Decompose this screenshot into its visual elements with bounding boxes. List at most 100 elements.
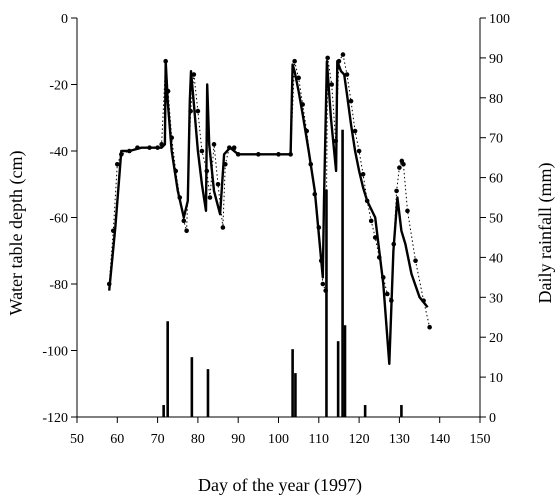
water-table-dotted-line xyxy=(108,53,431,328)
water-table-marker xyxy=(181,218,187,224)
water-table-marker xyxy=(336,58,342,64)
water-table-marker xyxy=(155,145,160,150)
water-table-marker xyxy=(364,198,370,204)
water-table-marker xyxy=(405,208,410,214)
y2-tick-label: 30 xyxy=(489,291,503,306)
water-table-marker xyxy=(427,324,432,330)
rainfall-bar xyxy=(325,189,328,417)
y-tick-label: 0 xyxy=(61,12,68,27)
water-table-marker xyxy=(191,72,197,77)
water-table-marker xyxy=(115,162,120,167)
axes xyxy=(71,17,486,423)
x-tick-label: 70 xyxy=(151,432,165,447)
water-table-marker xyxy=(340,52,346,57)
rainfall-bar xyxy=(294,373,297,417)
water-table-marker xyxy=(312,191,318,197)
x-tick-label: 130 xyxy=(389,432,410,447)
x-tick-label: 110 xyxy=(309,432,329,447)
rainfall-bar xyxy=(343,325,347,417)
y-tick-label: -20 xyxy=(49,79,68,94)
water-table-marker xyxy=(159,142,164,147)
x-tick-label: 150 xyxy=(470,432,491,447)
water-table-marker xyxy=(320,281,326,287)
x-tick-label: 90 xyxy=(231,432,245,447)
y2-tick-label: 90 xyxy=(489,52,503,67)
x-tick-label: 120 xyxy=(349,432,370,447)
y-tick-label: -60 xyxy=(49,212,68,227)
water-table-marker xyxy=(421,298,426,303)
water-table-marker xyxy=(204,168,210,174)
y2-tick-label: 20 xyxy=(489,331,503,346)
rainfall-bar xyxy=(206,369,210,417)
y2-tick-label: 70 xyxy=(489,132,503,147)
water-table-marker xyxy=(348,98,354,104)
water-table-marker xyxy=(300,102,305,107)
water-table-marker xyxy=(127,148,132,154)
water-table-marker xyxy=(227,145,232,150)
x-tick-label: 80 xyxy=(191,432,205,447)
water-table-marker xyxy=(119,152,124,157)
water-table-marker xyxy=(376,255,382,260)
water-table-marker xyxy=(344,72,350,77)
water-table-marker xyxy=(394,188,399,194)
y-tick-label: -80 xyxy=(49,278,68,293)
water-table-lines xyxy=(106,52,432,365)
x-tick-label: 100 xyxy=(268,432,289,447)
water-table-marker xyxy=(207,195,213,200)
y-tick-label: -100 xyxy=(42,345,68,360)
water-table-marker xyxy=(401,162,406,167)
y-tick-label: -120 xyxy=(42,411,68,426)
water-table-marker xyxy=(372,235,378,240)
y2-tick-label: 80 xyxy=(489,92,503,107)
water-table-marker xyxy=(413,258,418,264)
rainfall-bar xyxy=(336,341,340,417)
rainfall-bar xyxy=(341,129,344,417)
water-table-marker xyxy=(389,298,394,303)
water-table-marker xyxy=(292,58,297,64)
water-table-marker xyxy=(199,148,205,154)
water-table-marker xyxy=(169,135,175,140)
water-table-marker xyxy=(256,152,261,157)
y2-axis-title: Daily rainfall (mm) xyxy=(535,163,556,304)
water-table-marker xyxy=(391,241,397,247)
water-table-marker xyxy=(304,128,310,134)
rainfall-bar xyxy=(162,405,165,417)
rainfall-bar xyxy=(291,349,294,417)
water-table-marker xyxy=(184,228,189,234)
water-table-marker xyxy=(380,275,386,280)
rainfall-bar xyxy=(190,357,194,417)
water-table-marker xyxy=(323,288,328,293)
water-table-marker xyxy=(368,218,374,224)
water-table-marker xyxy=(173,168,179,174)
y-tick-label: -40 xyxy=(49,145,68,160)
water-table-marker xyxy=(147,145,152,150)
water-table-marker xyxy=(106,281,112,287)
tick-labels: 50 60 70 80 90 100 110 120 130 140 150-120-100-80-… xyxy=(42,12,510,447)
y2-tick-label: 10 xyxy=(489,371,503,386)
water-table-marker xyxy=(223,162,228,167)
y2-tick-label: 100 xyxy=(489,12,510,27)
water-table-marker xyxy=(325,55,330,61)
y-axis-title: Water table depth (cm) xyxy=(6,151,27,316)
water-table-marker xyxy=(211,142,217,147)
water-table-marker xyxy=(329,82,334,87)
water-table-series-line xyxy=(108,60,429,365)
water-table-marker xyxy=(231,145,237,150)
water-table-marker xyxy=(177,195,183,200)
water-table-marker xyxy=(220,225,226,230)
water-table-marker xyxy=(296,75,301,81)
rainfall-bar xyxy=(363,405,367,417)
water-table-marker xyxy=(188,108,193,114)
rainfall-bar xyxy=(166,321,169,417)
water-table-marker xyxy=(397,165,402,170)
water-table-marker xyxy=(135,145,140,150)
x-axis-title: Day of the year (1997) xyxy=(198,475,362,496)
y2-tick-label: 50 xyxy=(489,212,503,227)
y2-tick-label: 0 xyxy=(489,411,496,426)
water-table-marker xyxy=(360,171,366,177)
rainfall-bars xyxy=(162,129,403,417)
water-table-marker xyxy=(352,128,358,134)
water-table-marker xyxy=(333,138,339,144)
water-table-marker xyxy=(165,88,171,94)
